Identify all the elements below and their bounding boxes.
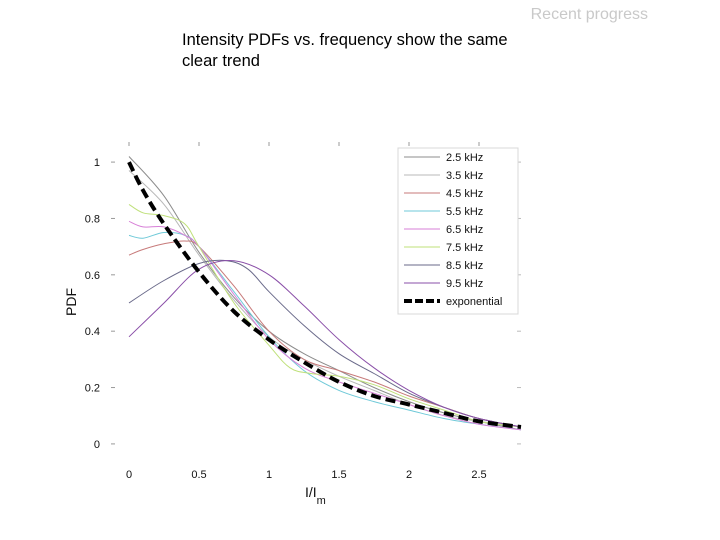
- y-tick-label: 1: [94, 157, 100, 169]
- y-tick-label: 0: [94, 439, 100, 451]
- series-line-group: [127, 156, 522, 431]
- slide-title: Intensity PDFs vs. frequency show the sa…: [182, 31, 508, 70]
- series-line-exponential: [127, 161, 522, 429]
- series-line-7-5-khz: [128, 203, 522, 428]
- x-tick-label: 2: [406, 469, 412, 481]
- legend-label: 5.5 kHz: [446, 206, 483, 218]
- y-tick-label: 0.6: [85, 270, 100, 282]
- y-tick-label: 0.2: [85, 383, 100, 395]
- y-tick-group: 0 0.2 0.4 0.6 0.8 1: [85, 157, 521, 451]
- x-tick-label: 0.5: [191, 469, 206, 481]
- legend-label: 9.5 kHz: [446, 278, 483, 290]
- x-tick-label: 2.5: [471, 469, 486, 481]
- legend-label: 3.5 kHz: [446, 170, 483, 182]
- x-tick-label: 0: [126, 469, 132, 481]
- section-header: Recent progress: [530, 6, 648, 23]
- y-tick-label: 0.4: [85, 326, 100, 338]
- y-axis-label: PDF: [63, 288, 79, 316]
- legend-label: 6.5 kHz: [446, 224, 483, 236]
- x-tick-label: 1: [266, 469, 272, 481]
- legend-label: 2.5 kHz: [446, 152, 483, 164]
- x-tick-group: 0 0.5 1 1.5 2 2.5: [126, 142, 487, 481]
- x-tick-label: 1.5: [331, 469, 346, 481]
- legend-label: exponential: [446, 296, 502, 308]
- x-axis-label: I/Im: [305, 484, 326, 507]
- legend: 2.5 kHz 3.5 kHz 4.5 kHz 5.5 kHz 6.5 kHz 7.5 k…: [397, 147, 519, 315]
- legend-label: 7.5 kHz: [446, 242, 483, 254]
- x-axis-label-main: I/I: [305, 484, 317, 500]
- legend-box: [397, 147, 519, 315]
- legend-label: 4.5 kHz: [446, 188, 483, 200]
- y-tick-label: 0.8: [85, 213, 100, 225]
- x-axis-label-sub: m: [317, 495, 326, 507]
- legend-label: 8.5 kHz: [446, 260, 483, 272]
